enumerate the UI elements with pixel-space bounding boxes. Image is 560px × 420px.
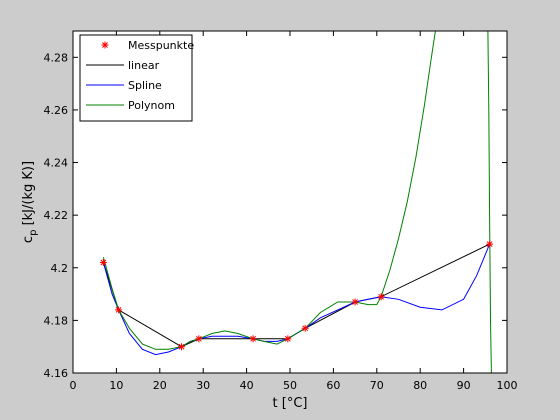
data-point-marker	[99, 259, 107, 267]
y-tick-label: 4.28	[44, 51, 69, 64]
y-tick-label: 4.2	[51, 262, 69, 275]
legend-label: Spline	[128, 79, 162, 92]
data-point-marker	[486, 240, 494, 248]
polynom-branch-series-line	[487, 31, 492, 373]
data-point-marker	[377, 293, 385, 301]
x-tick-label: 90	[457, 379, 471, 392]
tick-layer: 0 10 20 30 40 50 60 70 80 90 100 4.16 4.18 4.2 4.22 4.2…	[44, 31, 518, 392]
legend-box	[79, 34, 193, 122]
x-tick-label: 0	[70, 379, 77, 392]
data-point-marker	[351, 298, 359, 306]
x-tick-label: 70	[370, 379, 384, 392]
x-tick-label: 30	[196, 379, 210, 392]
legend-label: Messpunkte	[128, 39, 194, 52]
x-tick-label: 80	[413, 379, 427, 392]
data-point-marker	[301, 324, 309, 332]
legend-label: Polynom	[128, 99, 175, 112]
polynom-series-line	[102, 31, 447, 350]
legend-label: linear	[128, 59, 160, 72]
x-axis-title: t [°C]	[273, 396, 308, 411]
legend: Messpunkte linear Spline Polynom	[79, 34, 194, 122]
x-tick-label: 10	[109, 379, 123, 392]
y-axis-title: cp [kJ/(kg K)]	[21, 161, 39, 243]
data-point-marker	[101, 41, 109, 49]
x-tick-label: 60	[326, 379, 340, 392]
y-tick-label: 4.16	[44, 367, 69, 380]
y-tick-label: 4.22	[44, 209, 69, 222]
x-tick-label: 100	[497, 379, 518, 392]
spline-series-line	[102, 243, 491, 356]
data-point-marker	[195, 335, 203, 343]
marker-layer	[99, 240, 494, 351]
y-tick-label: 4.18	[44, 314, 69, 327]
data-point-marker	[284, 335, 292, 343]
y-axis-title-main: c	[21, 236, 36, 243]
data-point-marker	[249, 335, 257, 343]
series-layer	[102, 31, 492, 373]
x-tick-label: 40	[240, 379, 254, 392]
data-point-marker	[178, 343, 185, 351]
y-tick-label: 4.24	[44, 157, 69, 170]
data-point-marker	[115, 306, 123, 314]
y-axis-title-sub: p	[28, 230, 39, 236]
x-tick-label: 20	[153, 379, 167, 392]
y-tick-label: 4.26	[44, 104, 69, 117]
x-tick-label: 50	[283, 379, 297, 392]
y-axis-title-rest: [kJ/(kg K)]	[21, 161, 36, 230]
